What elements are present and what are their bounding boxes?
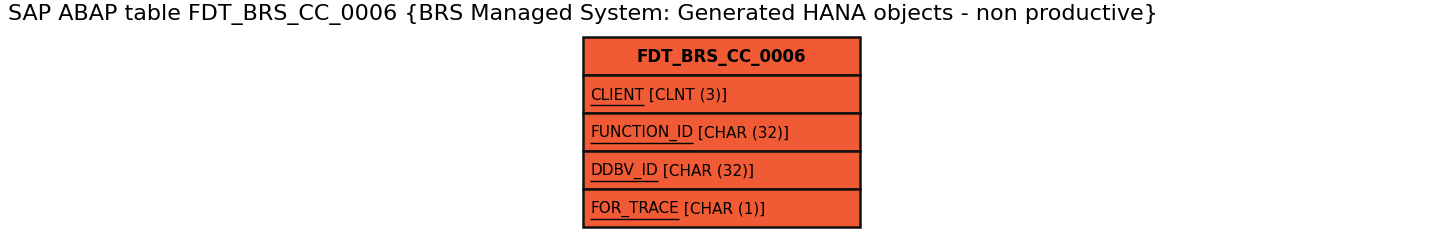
Text: [CHAR (32)]: [CHAR (32)]: [658, 163, 754, 178]
Text: [CLNT (3)]: [CLNT (3)]: [644, 87, 728, 102]
Text: FDT_BRS_CC_0006: FDT_BRS_CC_0006: [637, 48, 806, 66]
Bar: [583, 113, 860, 151]
Text: FUNCTION_ID: FUNCTION_ID: [590, 124, 693, 140]
Text: CLIENT: CLIENT: [590, 87, 644, 102]
Text: SAP ABAP table FDT_BRS_CC_0006 {BRS Managed System: Generated HANA objects - non: SAP ABAP table FDT_BRS_CC_0006 {BRS Mana…: [9, 4, 1158, 25]
Text: DDBV_ID: DDBV_ID: [590, 162, 658, 178]
Bar: [583, 38, 860, 76]
Text: [CHAR (32)]: [CHAR (32)]: [693, 125, 789, 140]
Bar: [583, 151, 860, 189]
Text: [CHAR (1)]: [CHAR (1)]: [679, 201, 765, 216]
Bar: [583, 76, 860, 113]
Bar: [583, 189, 860, 227]
Text: FOR_TRACE: FOR_TRACE: [590, 200, 679, 216]
